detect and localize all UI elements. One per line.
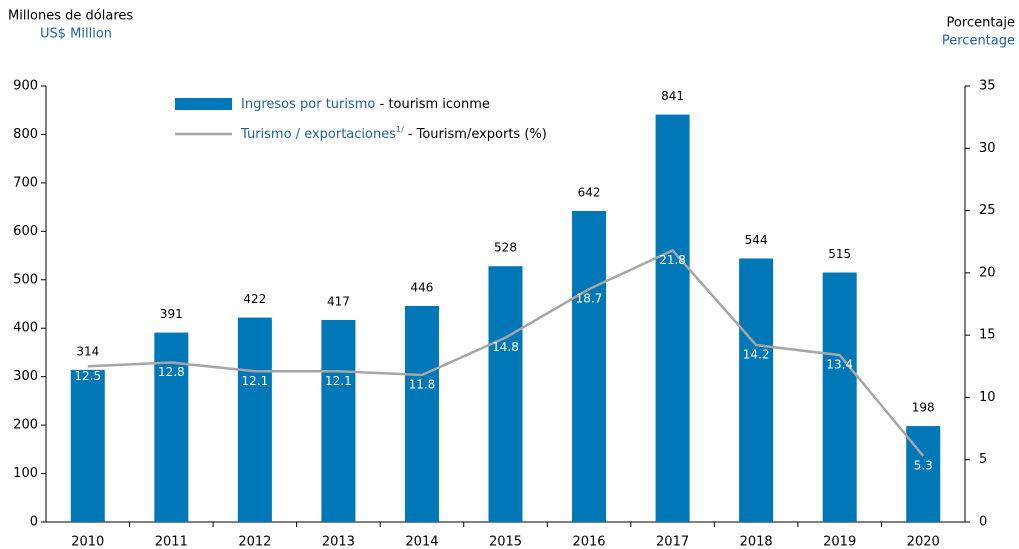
bar-value-label: 841 [661,89,684,103]
y-tick-label: 700 [13,175,38,190]
line-value-label: 12.1 [325,374,352,388]
y-tick-label: 100 [13,466,38,481]
line-value-label: 5.3 [914,458,933,472]
line-value-label: 12.8 [158,365,185,379]
legend-entry: Ingresos por turismo - tourism iconme [241,97,490,112]
x-tick-label: 2019 [823,535,856,549]
bar [572,210,607,522]
legend-name-en: - tourism iconme [380,97,490,112]
y2-tick-label: 0 [979,515,987,530]
x-tick-label: 2015 [489,535,522,549]
x-tick-label: 2014 [405,535,438,549]
x-tick-label: 2020 [907,535,940,549]
x-tick-label: 2018 [740,535,773,549]
y2-tick-label: 20 [979,265,996,280]
line-value-label: 11.8 [409,378,436,392]
x-tick-label: 2017 [656,535,689,549]
legend-swatch [175,98,232,110]
x-tick-label: 2013 [322,535,355,549]
x-tick-label: 2011 [155,535,188,549]
bar-value-label: 642 [578,185,601,199]
bar-value-label: 417 [327,294,350,308]
line-value-label: 21.8 [659,253,686,267]
legend-entry: Turismo / exportaciones1/ - Tourism/expor… [240,125,547,142]
x-tick-label: 2010 [71,535,104,549]
bar-value-label: 198 [912,401,935,415]
line-value-label: 18.7 [576,292,603,306]
line-value-label: 14.2 [743,348,770,362]
y2-tick-label: 15 [979,328,996,343]
y-tick-label: 800 [13,127,38,142]
y-axis-title: Millones de dólares [8,9,133,24]
y-tick-label: 900 [13,79,38,94]
y2-tick-label: 30 [979,141,996,156]
bar-value-label: 446 [411,280,434,294]
legend-name: Turismo / exportaciones [240,127,396,142]
bar [822,272,857,522]
legend-name-en: - Tourism/exports (%) [408,127,547,142]
bar [488,266,523,522]
y-axis-title-en: US$ Million [40,27,112,42]
bar-value-label: 391 [160,307,183,321]
y2-axis-title: Porcentaje [947,16,1015,31]
bar-value-label: 544 [745,233,768,247]
y2-tick-label: 5 [979,452,987,467]
y2-tick-label: 25 [979,203,996,218]
x-tick-label: 2012 [238,535,271,549]
line-value-label: 12.5 [74,369,101,383]
y2-tick-label: 10 [979,390,996,405]
bar-value-label: 422 [243,292,266,306]
bar [237,317,272,522]
bar-value-label: 528 [494,241,517,255]
line-value-label: 14.8 [492,340,519,354]
y2-axis-title-en: Percentage [942,34,1015,49]
line-value-label: 12.1 [242,374,269,388]
bar [739,258,774,522]
bar [321,319,356,522]
bar [154,332,189,522]
bar [404,305,439,522]
bar [655,114,690,523]
y-tick-label: 400 [13,321,38,336]
y2-tick-label: 35 [979,79,996,94]
legend-name: Ingresos por turismo [241,97,376,112]
bar [70,369,105,522]
y-tick-label: 0 [30,515,38,530]
y-tick-label: 500 [13,272,38,287]
bar-value-label: 515 [828,247,851,261]
y-tick-label: 600 [13,224,38,239]
line [87,248,925,457]
x-tick-label: 2016 [572,535,605,549]
bar-value-label: 314 [76,344,99,358]
y-tick-label: 200 [13,418,38,433]
y-tick-label: 300 [13,369,38,384]
legend-note: 1/ [396,125,404,134]
line-value-label: 13.4 [826,358,853,372]
